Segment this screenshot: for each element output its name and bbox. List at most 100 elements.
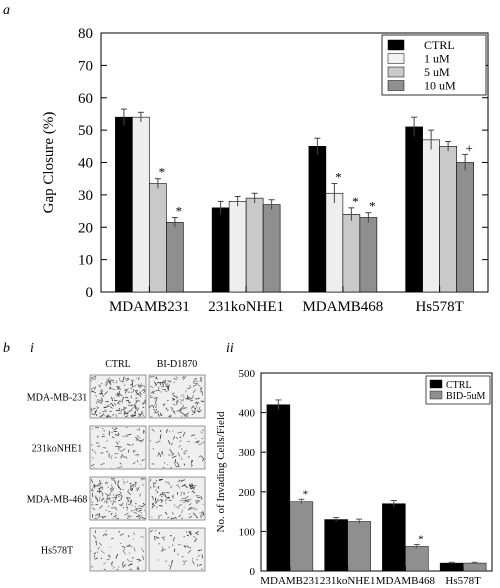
cell-speck: [175, 465, 180, 468]
cell-speck: [140, 535, 145, 538]
cell-speck: [186, 545, 190, 548]
cell-speck: [111, 479, 115, 481]
cell-speck: [122, 435, 127, 438]
cell-speck: [159, 429, 162, 433]
cell-speck: [167, 379, 169, 382]
cell-speck: [120, 453, 123, 459]
cell-speck: [178, 444, 181, 448]
y-tick-label: 40: [78, 156, 93, 172]
cell-speck: [139, 383, 142, 387]
cell-speck: [188, 531, 192, 535]
cell-speck: [179, 399, 184, 402]
cell-speck: [192, 487, 196, 490]
cell-speck: [191, 490, 196, 494]
cell-speck: [196, 530, 199, 534]
cell-speck: [160, 498, 164, 502]
cell-speck: [188, 484, 194, 486]
cell-speck: [191, 558, 194, 560]
cell-speck: [169, 564, 172, 570]
cell-speck: [115, 414, 118, 418]
cell-speck: [184, 484, 188, 489]
cell-speck: [109, 386, 112, 390]
cell-speck: [194, 538, 197, 543]
cell-speck: [157, 413, 160, 417]
micrograph-background: [148, 425, 206, 470]
cell-speck: [105, 501, 108, 504]
cell-speck: [106, 439, 108, 442]
cell-speck: [126, 433, 132, 436]
cell-speck: [112, 413, 114, 416]
cell-speck: [200, 455, 205, 460]
cell-speck: [180, 411, 186, 416]
cell-speck: [197, 384, 201, 387]
cell-speck: [96, 400, 102, 404]
cell-speck: [141, 389, 144, 392]
cell-speck: [141, 384, 143, 387]
cell-speck: [101, 382, 103, 385]
cell-speck: [172, 399, 176, 401]
cell-speck: [133, 547, 136, 552]
cell-speck: [102, 533, 106, 537]
cell-speck: [161, 386, 163, 388]
cell-speck: [179, 499, 184, 502]
cell-speck: [188, 503, 192, 506]
cell-speck: [126, 378, 130, 382]
cell-speck: [96, 483, 101, 487]
cell-speck: [184, 412, 189, 416]
y-tick-label: 60: [78, 91, 93, 107]
cell-speck: [99, 496, 101, 502]
cell-speck: [158, 515, 160, 520]
cell-speck: [122, 408, 125, 411]
y-tick-label: 400: [239, 408, 256, 420]
cell-speck: [151, 505, 154, 509]
cell-speck: [93, 484, 95, 489]
cell-speck: [138, 509, 142, 512]
cell-speck: [122, 550, 127, 555]
cell-speck: [143, 509, 146, 512]
cell-speck: [105, 498, 108, 502]
cell-speck: [194, 407, 197, 413]
cell-speck: [94, 386, 96, 390]
cell-speck: [201, 390, 204, 396]
cell-speck: [102, 433, 105, 436]
cell-speck: [165, 502, 167, 504]
cell-speck: [144, 388, 146, 390]
y-tick-label: 200: [239, 487, 256, 499]
cell-speck: [93, 552, 95, 555]
cell-speck: [196, 405, 198, 409]
cell-speck: [169, 380, 172, 382]
bar: [342, 214, 361, 293]
cell-speck: [142, 502, 146, 506]
cell-speck: [156, 506, 158, 509]
cell-speck: [93, 483, 96, 488]
cell-speck: [139, 463, 142, 465]
cell-speck: [116, 392, 120, 397]
cell-speck: [132, 449, 137, 452]
cell-speck: [170, 406, 174, 410]
cell-speck: [141, 517, 146, 520]
cell-speck: [153, 408, 157, 412]
cell-speck: [143, 430, 146, 433]
cell-speck: [114, 456, 117, 459]
x-tick-label: 231koNHE1: [320, 575, 376, 587]
y-tick-label: 10: [78, 253, 93, 269]
cell-speck: [103, 562, 106, 565]
cell-speck: [93, 534, 97, 539]
cell-speck: [182, 492, 184, 494]
cell-speck: [136, 486, 140, 492]
cell-speck: [179, 408, 183, 413]
cell-speck: [96, 399, 102, 401]
cell-speck: [156, 453, 160, 457]
legend-swatch: [387, 80, 405, 91]
cell-speck: [128, 568, 132, 571]
cell-speck: [122, 456, 127, 458]
cell-speck: [161, 451, 164, 454]
cell-speck: [110, 512, 113, 515]
cell-speck: [152, 405, 155, 409]
bar: [149, 183, 167, 293]
cell-speck: [142, 389, 146, 392]
cell-speck: [94, 410, 97, 415]
cell-speck: [163, 462, 166, 464]
cell-speck: [198, 442, 203, 446]
cell-speck: [155, 489, 157, 492]
